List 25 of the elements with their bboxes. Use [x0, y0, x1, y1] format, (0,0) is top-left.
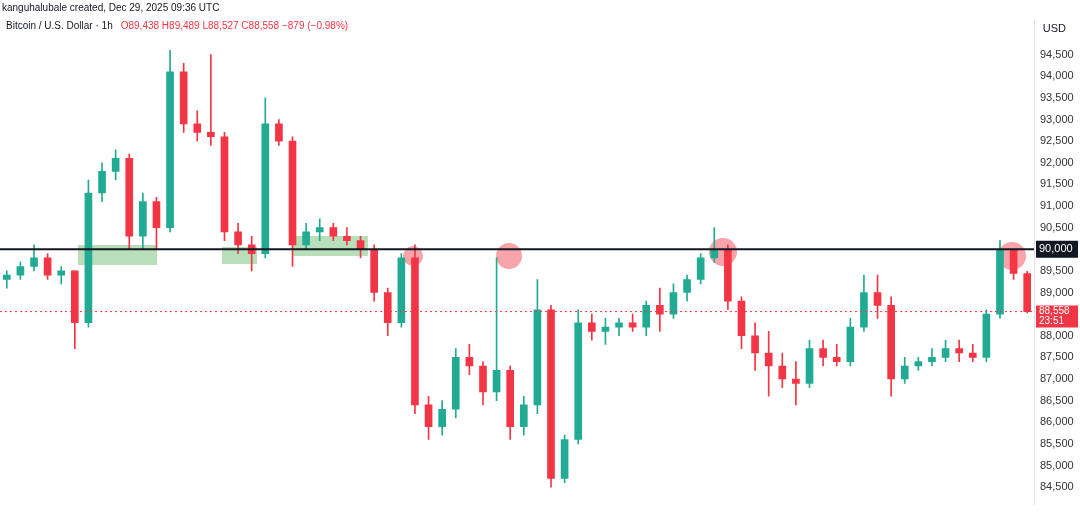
ref-line-label: 88,558 23:51 — [1039, 305, 1071, 327]
y-tick-label: 87,500 — [1040, 350, 1074, 363]
y-axis-title: USD — [1042, 22, 1066, 34]
y-tick-label: 92,000 — [1040, 155, 1074, 168]
y-tick-label: 86,500 — [1040, 393, 1074, 406]
y-tick-label: 94,000 — [1040, 69, 1074, 82]
y-tick-label: 89,000 — [1040, 285, 1074, 298]
y-tick-label: 84,500 — [1040, 480, 1074, 493]
y-tick-label: 89,500 — [1040, 263, 1074, 276]
y-tick-label: 85,000 — [1040, 458, 1074, 471]
y-tick-label: 85,500 — [1040, 436, 1074, 449]
y-tick-label: 91,500 — [1040, 177, 1074, 190]
y-tick-label: 91,000 — [1040, 199, 1074, 212]
y-tick-label: 90,500 — [1040, 220, 1074, 233]
y-tick-label: 93,500 — [1040, 90, 1074, 103]
y-tick-label: 87,000 — [1040, 372, 1074, 385]
text: kanguhalubale created, Dec 29, 2025 09:36 UTC — [2, 2, 220, 13]
y-tick-label: 94,500 — [1040, 47, 1074, 60]
y-tick-label: 88,000 — [1040, 328, 1074, 341]
chart-title: Bitcoin / U.S. Dollar · 1h — [6, 20, 113, 31]
y-tick-label: 93,000 — [1040, 112, 1074, 125]
chart-subtitle: O89,438 H89,489 L88,527 C88,558 −879 (−0.98%) — [120, 20, 349, 31]
ref-line-label: 90,000 — [1039, 242, 1073, 255]
y-tick-label: 92,500 — [1040, 134, 1074, 147]
y-tick-label: 86,000 — [1040, 415, 1074, 428]
